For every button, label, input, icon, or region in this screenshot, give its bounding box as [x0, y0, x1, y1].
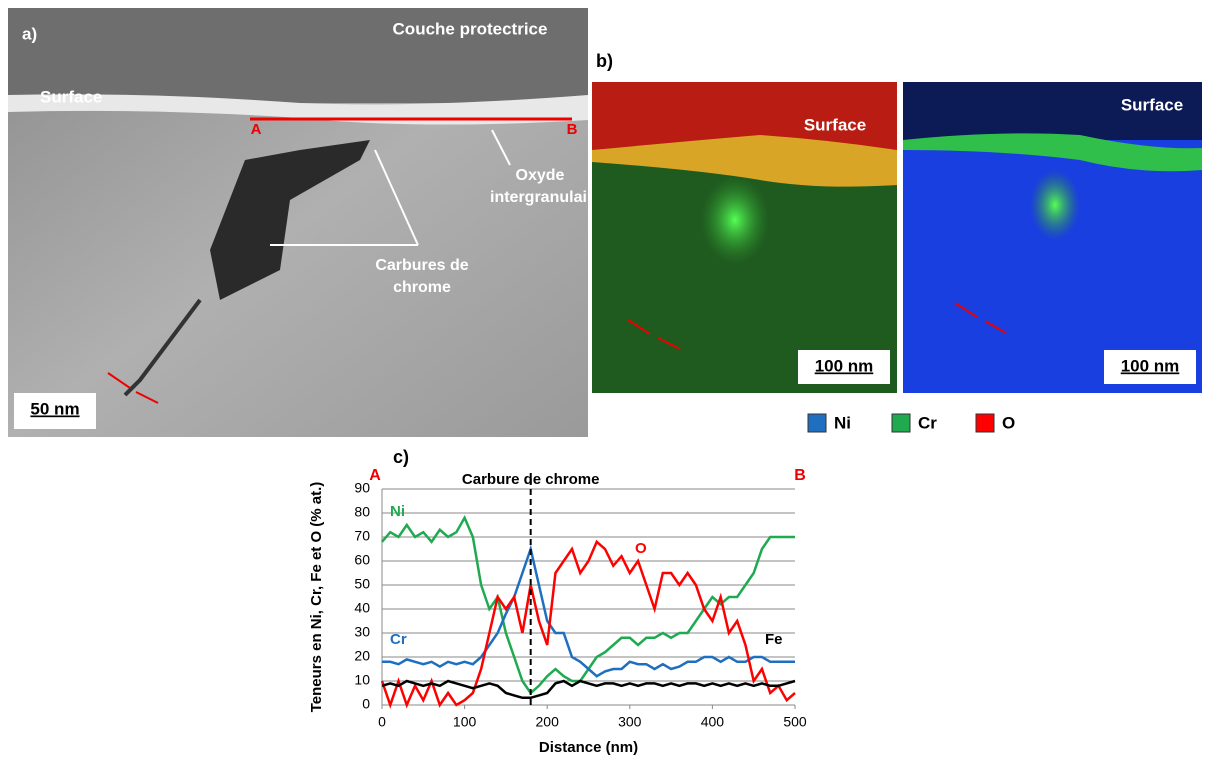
panel-label: c) [393, 447, 409, 467]
x-tick-label: 200 [536, 714, 560, 730]
x-tick-label: 0 [378, 714, 386, 730]
layer-label: Couche protectrice [393, 19, 548, 38]
y-tick-label: 30 [354, 624, 370, 640]
legend-label: Ni [834, 413, 851, 432]
point-label: B [794, 467, 806, 484]
y-tick-label: 90 [354, 480, 370, 496]
series-label: Fe [765, 631, 783, 648]
data-line [382, 544, 795, 678]
panel-a: a) Couche protectrice Surface A B Oxyde … [8, 8, 590, 437]
legend-label: Cr [918, 413, 937, 432]
y-tick-label: 20 [354, 648, 370, 664]
x-tick-label: 300 [618, 714, 642, 730]
y-tick-label: 50 [354, 576, 370, 592]
scale-bar: 50 nm [30, 399, 79, 418]
scale-bar: 100 nm [815, 356, 874, 375]
surface-label: Surface [40, 87, 102, 106]
legend-swatch [891, 413, 911, 433]
y-tick-label: 60 [354, 552, 370, 568]
y-tick-label: 80 [354, 504, 370, 520]
oxide-label: Oxyde intergranulaire [490, 167, 590, 206]
surface-label: Surface [1121, 95, 1183, 114]
panel-c: c) A B 0 10 20 30 40 50 60 70 80 90 0 100 200 300 400 5… [308, 447, 807, 756]
y-tick-label: 70 [354, 528, 370, 544]
point-label: A [251, 121, 262, 138]
y-tick-label: 10 [354, 672, 370, 688]
panel-b: b) Surface 100 nm Surface 100 nm Ni Cr O [592, 51, 1202, 433]
point-label: A [369, 467, 381, 484]
carbide-text: Carbures de chrome [375, 257, 469, 296]
panel-label: a) [22, 24, 37, 43]
series-label: Ni [390, 503, 405, 520]
legend: Ni Cr O [807, 413, 1015, 433]
x-tick-label: 400 [701, 714, 725, 730]
oxide-text: Oxyde intergranulaire [490, 167, 590, 206]
legend-swatch [807, 413, 827, 433]
series-label: O [635, 540, 647, 557]
point-label: B [567, 121, 578, 138]
data-line [381, 679, 796, 700]
surface-label: Surface [804, 115, 866, 134]
scale-bar: 100 nm [1121, 356, 1180, 375]
legend-swatch [975, 413, 995, 433]
y-tick-label: 40 [354, 600, 370, 616]
data-line [380, 539, 796, 709]
x-tick-label: 100 [453, 714, 477, 730]
annotation: Carbure de chrome [462, 471, 600, 488]
data-line [381, 515, 795, 695]
y-axis-title: Teneurs en Ni, Cr, Fe et O (% at.) [308, 482, 325, 713]
legend-label: O [1002, 413, 1015, 432]
carbide-label: Carbures de chrome [375, 257, 469, 296]
x-axis-title: Distance (nm) [539, 739, 638, 756]
x-tick-label: 500 [783, 714, 807, 730]
y-tick-label: 0 [362, 696, 370, 712]
panel-label: b) [596, 51, 613, 71]
series-label: Cr [390, 631, 407, 648]
